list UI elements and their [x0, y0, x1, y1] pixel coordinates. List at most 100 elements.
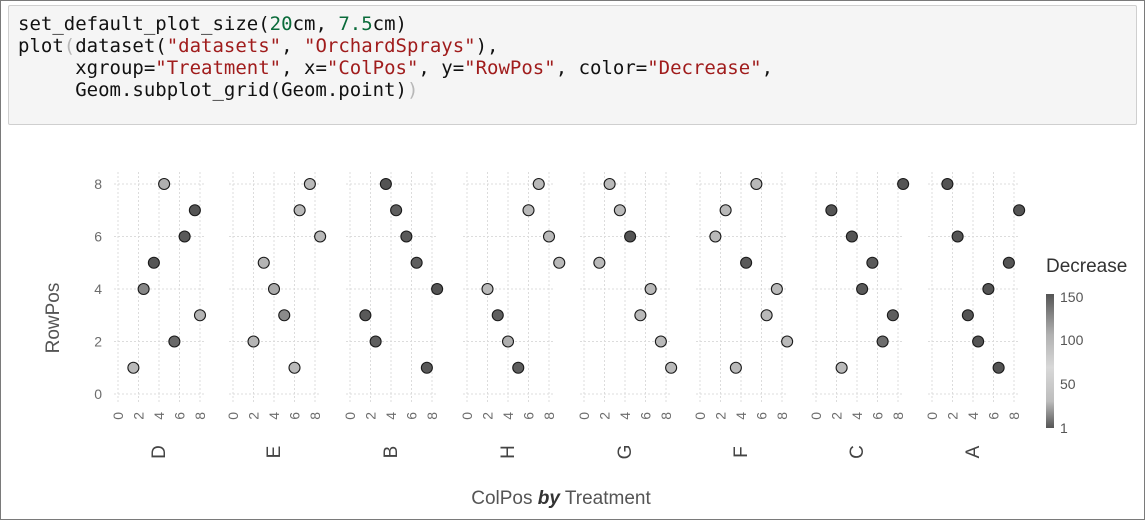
data-point — [359, 309, 372, 322]
x-tick-label: 8 — [774, 412, 790, 420]
y-tick-label: 0 — [94, 386, 102, 402]
data-point — [835, 361, 848, 374]
legend-colorbar — [1046, 294, 1054, 428]
data-point — [951, 230, 964, 243]
data-point — [1013, 204, 1026, 217]
data-point — [992, 361, 1005, 374]
treatment-label: D — [149, 445, 170, 459]
x-tick-label: 0 — [576, 412, 592, 420]
legend-tick-label: 100 — [1060, 332, 1084, 348]
data-point — [542, 230, 556, 243]
code-token: 20 — [269, 13, 293, 35]
x-tick-label: 8 — [1006, 412, 1022, 420]
code-token: "Decrease" — [647, 57, 762, 79]
code-token: ( — [63, 35, 76, 57]
x-tick-label: 6 — [754, 412, 770, 420]
x-tick-label: 0 — [808, 412, 824, 420]
x-tick-label: 4 — [266, 412, 282, 420]
code-token: "OrchardSprays" — [304, 35, 476, 57]
data-point — [781, 335, 794, 348]
x-tick-label: 4 — [383, 412, 399, 420]
code-token: cm, — [292, 13, 339, 35]
code-token: set_default_plot_size( — [18, 13, 270, 35]
data-point — [491, 309, 504, 322]
code-line: Geom.subplot_grid(Geom.point)) — [18, 79, 773, 101]
x-tick-label: 6 — [870, 412, 886, 420]
data-point — [886, 309, 899, 322]
data-point — [193, 309, 207, 322]
data-point — [431, 282, 444, 296]
code-token: "ColPos" — [326, 57, 419, 79]
x-tick-label: 0 — [225, 412, 241, 420]
data-point — [522, 204, 535, 217]
y-tick-label: 6 — [94, 229, 102, 245]
data-point — [654, 335, 667, 348]
x-tick-label: 8 — [307, 412, 323, 420]
data-point — [634, 309, 647, 322]
data-point — [420, 361, 433, 374]
code-token: "RowPos" — [464, 57, 556, 79]
legend-tick-label: 150 — [1060, 289, 1084, 305]
code-token: , x= — [281, 57, 327, 79]
data-point — [247, 335, 260, 348]
data-point — [127, 361, 140, 374]
code-text[interactable]: set_default_plot_size(20cm, 7.5cm) plot(d… — [18, 13, 773, 101]
code-cell[interactable]: set_default_plot_size(20cm, 7.5cm) plot(d… — [8, 5, 1137, 125]
x-axis-label-part: Treatment — [560, 488, 652, 509]
code-token: , — [761, 57, 774, 79]
x-tick-label: 2 — [363, 412, 379, 420]
data-point — [961, 309, 974, 322]
data-point — [293, 204, 306, 217]
treatment-label: A — [963, 445, 984, 458]
data-point — [845, 230, 858, 243]
data-point — [897, 177, 910, 191]
treatment-label: B — [381, 446, 402, 459]
code-token: plot — [18, 35, 64, 57]
y-tick-label: 2 — [94, 334, 102, 350]
x-tick-label: 2 — [597, 412, 613, 420]
data-point — [982, 282, 995, 296]
x-tick-label: 0 — [924, 412, 940, 420]
data-point — [1002, 256, 1015, 269]
data-point — [593, 256, 606, 269]
treatment-label: F — [731, 446, 752, 458]
x-tick-label: 2 — [480, 412, 496, 420]
code-token: , y= — [418, 57, 465, 79]
treatment-label: C — [847, 445, 868, 459]
data-point — [379, 177, 392, 191]
data-point — [665, 361, 678, 374]
data-point — [369, 335, 382, 348]
legend-tick-label: 50 — [1060, 376, 1076, 392]
code-token: cm) — [372, 13, 407, 35]
data-point — [553, 256, 566, 269]
x-axis-label-part: by — [538, 488, 562, 509]
code-token: , color= — [555, 57, 648, 79]
x-tick-label: 0 — [459, 412, 475, 420]
treatment-label: G — [615, 445, 636, 460]
x-tick-label: 6 — [404, 412, 420, 420]
legend-title: Decrease — [1046, 256, 1127, 277]
data-point — [644, 282, 657, 296]
data-point — [267, 282, 281, 296]
data-point — [941, 177, 954, 191]
data-point — [512, 361, 525, 374]
data-point — [390, 204, 403, 217]
data-point — [178, 230, 191, 243]
x-tick-label: 2 — [945, 412, 961, 420]
data-point — [410, 256, 423, 269]
data-point — [288, 361, 301, 374]
data-point — [400, 230, 413, 243]
data-point — [481, 282, 494, 296]
x-tick-label: 4 — [617, 412, 633, 420]
x-tick-label: 2 — [246, 412, 262, 420]
data-point — [760, 309, 773, 322]
code-token: "Treatment" — [155, 57, 282, 79]
data-point — [278, 309, 291, 322]
data-point — [770, 282, 783, 296]
code-line: xgroup="Treatment", x="ColPos", y="RowPo… — [18, 57, 773, 79]
x-tick-label: 0 — [692, 412, 708, 420]
x-tick-label: 8 — [424, 412, 440, 420]
data-point — [856, 282, 869, 296]
y-axis-label: RowPos — [43, 283, 64, 354]
